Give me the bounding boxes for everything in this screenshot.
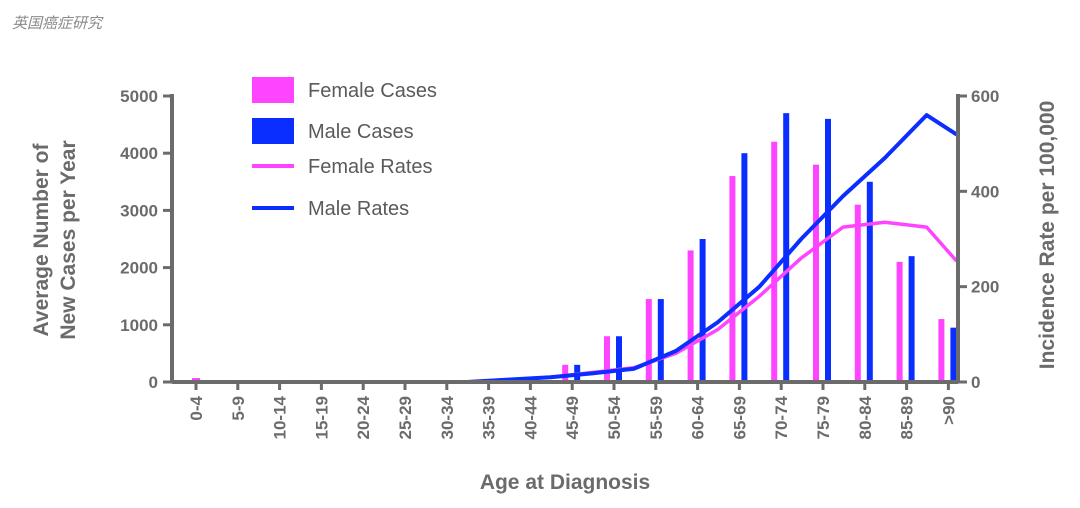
x-tick-label-40-44: 40-44	[521, 395, 540, 439]
x-tick-label-50-54: 50-54	[605, 395, 624, 439]
left-tick-label-4000: 4000	[120, 144, 158, 163]
x-tick-label-5-9: 5-9	[229, 396, 248, 421]
bar-female->90	[938, 319, 945, 382]
x-tick-label-65-69: 65-69	[730, 396, 749, 439]
bar-male-65-69	[741, 153, 748, 382]
bar-female-75-79	[813, 164, 819, 382]
legend-label-male-rates: Male Rates	[308, 198, 409, 220]
bar-female-65-69	[729, 176, 736, 382]
x-tick-label-85-89: 85-89	[898, 396, 917, 439]
bar-male-50-54	[616, 336, 622, 382]
left-tick-label-5000: 5000	[120, 87, 158, 106]
right-tick-label-200: 200	[971, 278, 999, 297]
x-tick-label-0-4: 0-4	[187, 395, 206, 420]
left-axis-title-line: New Cases per Year	[57, 140, 80, 339]
bar-male->90	[950, 327, 957, 382]
line-female-rates	[174, 220, 958, 384]
left-axis-title: Average Number of New Cases per Year	[30, 140, 80, 339]
bar-female-70-74	[771, 141, 778, 382]
legend-swatch-female-cases	[252, 77, 294, 103]
left-tick-label-3000: 3000	[120, 201, 158, 220]
left-tick-label-1000: 1000	[120, 316, 158, 335]
bar-male-85-89	[908, 256, 915, 382]
x-tick-label-20-24: 20-24	[354, 395, 373, 439]
left-tick-label-2000: 2000	[120, 259, 158, 278]
right-tick-label-600: 600	[971, 87, 999, 106]
x-tick-label-70-74: 70-74	[772, 395, 791, 439]
bar-male-55-59	[657, 299, 664, 382]
bar-male-75-79	[825, 118, 831, 382]
bar-female-80-84	[854, 204, 861, 382]
x-tick-label-55-59: 55-59	[647, 396, 666, 439]
left-axis-title-line: Average Number of	[30, 143, 53, 337]
x-tick-label-80-84: 80-84	[856, 395, 875, 439]
bar-male-80-84	[866, 181, 873, 382]
x-tick-label-10-14: 10-14	[271, 395, 290, 439]
right-axis-title: Incidence Rate per 100,000	[1036, 101, 1059, 369]
bar-female-85-89	[896, 261, 903, 382]
x-tick-label->90: >90	[939, 396, 958, 425]
legend-label-female-cases: Female Cases	[308, 80, 437, 102]
legend-swatch-male-cases	[252, 118, 294, 144]
bar-female-60-64	[687, 250, 694, 382]
x-axis-title: Age at Diagnosis	[480, 471, 650, 494]
x-tick-label-45-49: 45-49	[563, 396, 582, 439]
x-tick-label-30-34: 30-34	[438, 395, 457, 439]
bar-male-60-64	[699, 239, 706, 382]
legend-label-female-rates: Female Rates	[308, 156, 433, 178]
bar-female-45-49	[562, 364, 569, 382]
x-tick-label-25-29: 25-29	[396, 396, 415, 439]
x-tick-label-60-64: 60-64	[689, 395, 708, 439]
legend-label-male-cases: Male Cases	[308, 121, 414, 143]
right-tick-label-400: 400	[971, 182, 999, 201]
x-tick-label-75-79: 75-79	[814, 396, 833, 439]
left-tick-label-0: 0	[149, 373, 158, 392]
right-tick-label-0: 0	[971, 373, 980, 392]
x-tick-label-15-19: 15-19	[312, 396, 331, 439]
watermark-text: 英国癌症研究	[12, 14, 103, 32]
bar-female-55-59	[645, 299, 652, 382]
bar-male-70-74	[783, 113, 790, 382]
bar-female-50-54	[604, 336, 610, 382]
line-male-rates	[174, 113, 958, 384]
x-tick-label-35-39: 35-39	[480, 396, 499, 439]
